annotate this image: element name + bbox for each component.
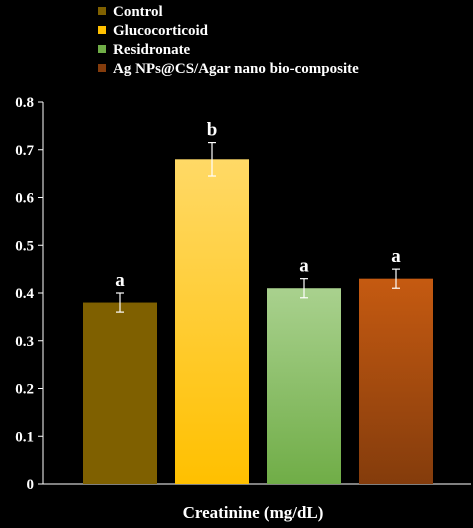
legend-label: Glucocorticoid <box>113 23 209 39</box>
legend-swatch <box>98 45 106 53</box>
bars: a b a a <box>83 120 433 485</box>
bar <box>83 302 157 484</box>
legend-label: Control <box>113 4 163 20</box>
y-tick-label: 0.7 <box>15 143 34 159</box>
significance-label: a <box>299 256 309 277</box>
bar <box>175 159 249 485</box>
legend-swatch <box>98 26 106 34</box>
legend: Control Glucocorticoid Residronate Ag NPs@C… <box>98 4 359 77</box>
legend-swatch <box>98 7 106 15</box>
y-tick-label: 0.4 <box>15 286 34 302</box>
significance-label: a <box>115 270 125 291</box>
legend-label: Ag NPs@CS/Agar nano bio-composite <box>113 61 359 77</box>
significance-label: b <box>207 120 218 141</box>
significance-label: a <box>391 246 401 267</box>
bar <box>267 288 341 484</box>
legend-swatch <box>98 64 106 72</box>
x-axis-label: Creatinine (mg/dL) <box>183 503 324 522</box>
y-tick-label: 0 <box>27 477 35 493</box>
y-axis: 0 0.1 0.2 0.3 0.4 0.5 0.6 0.7 0.8 <box>15 95 471 493</box>
y-tick-label: 0.2 <box>15 382 34 398</box>
bar <box>359 278 433 484</box>
y-tick-label: 0.6 <box>15 191 34 207</box>
y-tick-label: 0.3 <box>15 334 34 350</box>
legend-label: Residronate <box>113 42 191 58</box>
y-tick-label: 0.1 <box>15 429 34 445</box>
y-tick-label: 0.5 <box>15 238 34 254</box>
y-tick-label: 0.8 <box>15 95 34 111</box>
